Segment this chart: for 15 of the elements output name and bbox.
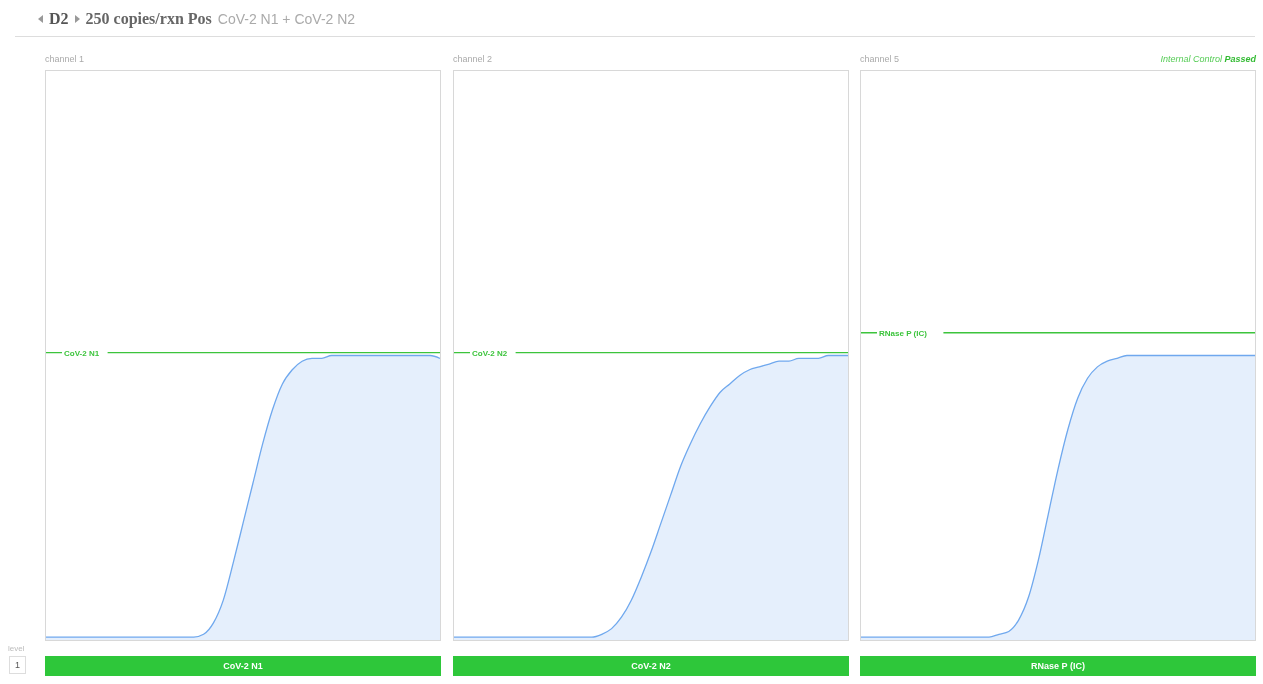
text: Internal Control [1160,54,1222,64]
x-axis-title: CoV-2 N2 [453,656,849,676]
text: 250 copies/rxn Pos [85,10,212,28]
text: 1 [9,656,26,674]
text: Passed [1224,54,1256,64]
ref-line-label: CoV-2 N1 [64,348,100,358]
text: D2 [49,10,69,28]
text: CoV-2 N1 + CoV-2 N2 [217,11,356,27]
chart-title: channel 2 [453,54,493,64]
chart-title: channel 5 [860,54,900,64]
ref-line-label: RNase P (IC) [879,328,928,338]
chart-title: channel 1 [45,54,85,64]
x-axis-title: RNase P (IC) [860,656,1256,676]
x-axis-title: CoV-2 N1 [45,656,441,676]
ref-line-label: CoV-2 N2 [472,348,508,358]
